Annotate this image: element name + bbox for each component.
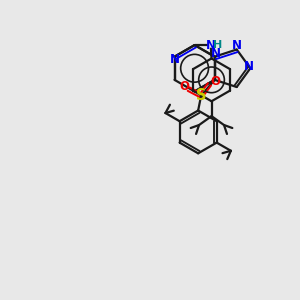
Text: N: N	[170, 53, 180, 66]
Text: S: S	[196, 88, 206, 103]
Text: H: H	[213, 40, 222, 50]
Text: N: N	[244, 60, 254, 73]
Text: N: N	[206, 39, 216, 52]
Text: N: N	[232, 39, 242, 52]
Text: O: O	[210, 76, 220, 88]
Text: N: N	[211, 47, 221, 60]
Text: O: O	[179, 80, 189, 93]
